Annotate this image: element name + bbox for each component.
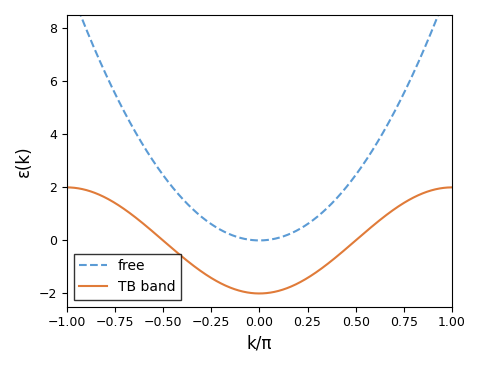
TB band [219,282,225,286]
free [103,72,108,77]
free [364,156,370,160]
Y-axis label: ε(k): ε(k) [15,145,33,177]
free [233,234,239,239]
X-axis label: k/π: k/π [246,335,272,353]
TB band [364,228,370,233]
Line: free: free [67,0,451,240]
free [219,229,225,233]
Line: TB band: TB band [67,187,451,293]
TB band [64,185,70,190]
TB band [103,196,108,200]
TB band [256,291,262,296]
TB band [328,258,334,263]
TB band [371,222,377,227]
free [371,145,377,149]
Legend: free, TB band: free, TB band [73,254,181,300]
free [256,238,262,243]
free [328,201,334,206]
TB band [448,185,454,190]
TB band [233,287,239,292]
